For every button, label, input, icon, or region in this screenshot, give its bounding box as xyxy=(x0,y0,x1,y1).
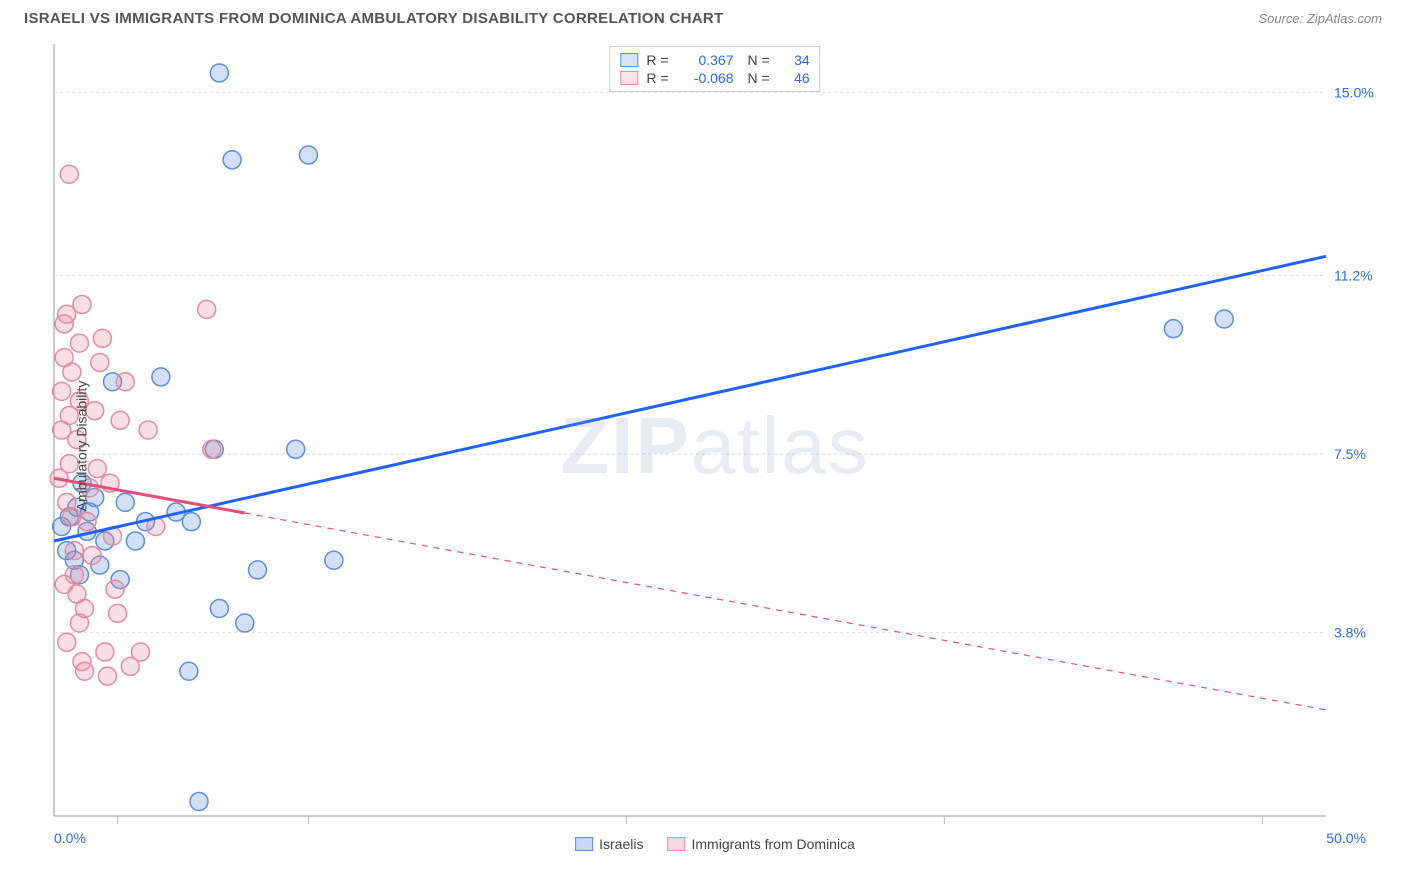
series-legend: Israelis Immigrants from Dominica xyxy=(575,836,855,852)
chart-area: Ambulatory Disability 3.8% 7.5% 11.2% 15.0%… xyxy=(44,40,1386,852)
scatter-plot: 3.8% 7.5% 11.2% 15.0% xyxy=(44,40,1386,852)
legend-swatch-icon xyxy=(575,837,593,851)
n-value: 34 xyxy=(782,52,810,68)
n-label: N = xyxy=(748,70,770,86)
svg-text:3.8%: 3.8% xyxy=(1334,625,1366,641)
legend-swatch-icon xyxy=(620,53,638,67)
source-label: Source: ZipAtlas.com xyxy=(1258,11,1382,26)
legend-row: R = 0.367 N = 34 xyxy=(620,51,809,69)
legend-item: Israelis xyxy=(575,836,643,852)
x-axis-max-label: 50.0% xyxy=(1326,830,1366,846)
r-label: R = xyxy=(646,70,668,86)
n-label: N = xyxy=(748,52,770,68)
r-label: R = xyxy=(646,52,668,68)
chart-title: ISRAELI VS IMMIGRANTS FROM DOMINICA AMBU… xyxy=(24,10,723,27)
n-value: 46 xyxy=(782,70,810,86)
legend-swatch-icon xyxy=(620,71,638,85)
x-axis-min-label: 0.0% xyxy=(54,830,86,846)
legend-label: Immigrants from Dominica xyxy=(691,836,854,852)
r-value: 0.367 xyxy=(679,52,734,68)
legend-row: R = -0.068 N = 46 xyxy=(620,69,809,87)
svg-text:15.0%: 15.0% xyxy=(1334,84,1374,100)
legend-item: Immigrants from Dominica xyxy=(667,836,854,852)
legend-swatch-icon xyxy=(667,837,685,851)
correlation-legend: R = 0.367 N = 34 R = -0.068 N = 46 xyxy=(609,46,820,92)
svg-text:11.2%: 11.2% xyxy=(1334,268,1373,284)
r-value: -0.068 xyxy=(679,70,734,86)
svg-text:7.5%: 7.5% xyxy=(1334,446,1366,462)
header: ISRAELI VS IMMIGRANTS FROM DOMINICA AMBU… xyxy=(0,0,1406,33)
y-axis-label: Ambulatory Disability xyxy=(73,381,89,512)
legend-label: Israelis xyxy=(599,836,643,852)
